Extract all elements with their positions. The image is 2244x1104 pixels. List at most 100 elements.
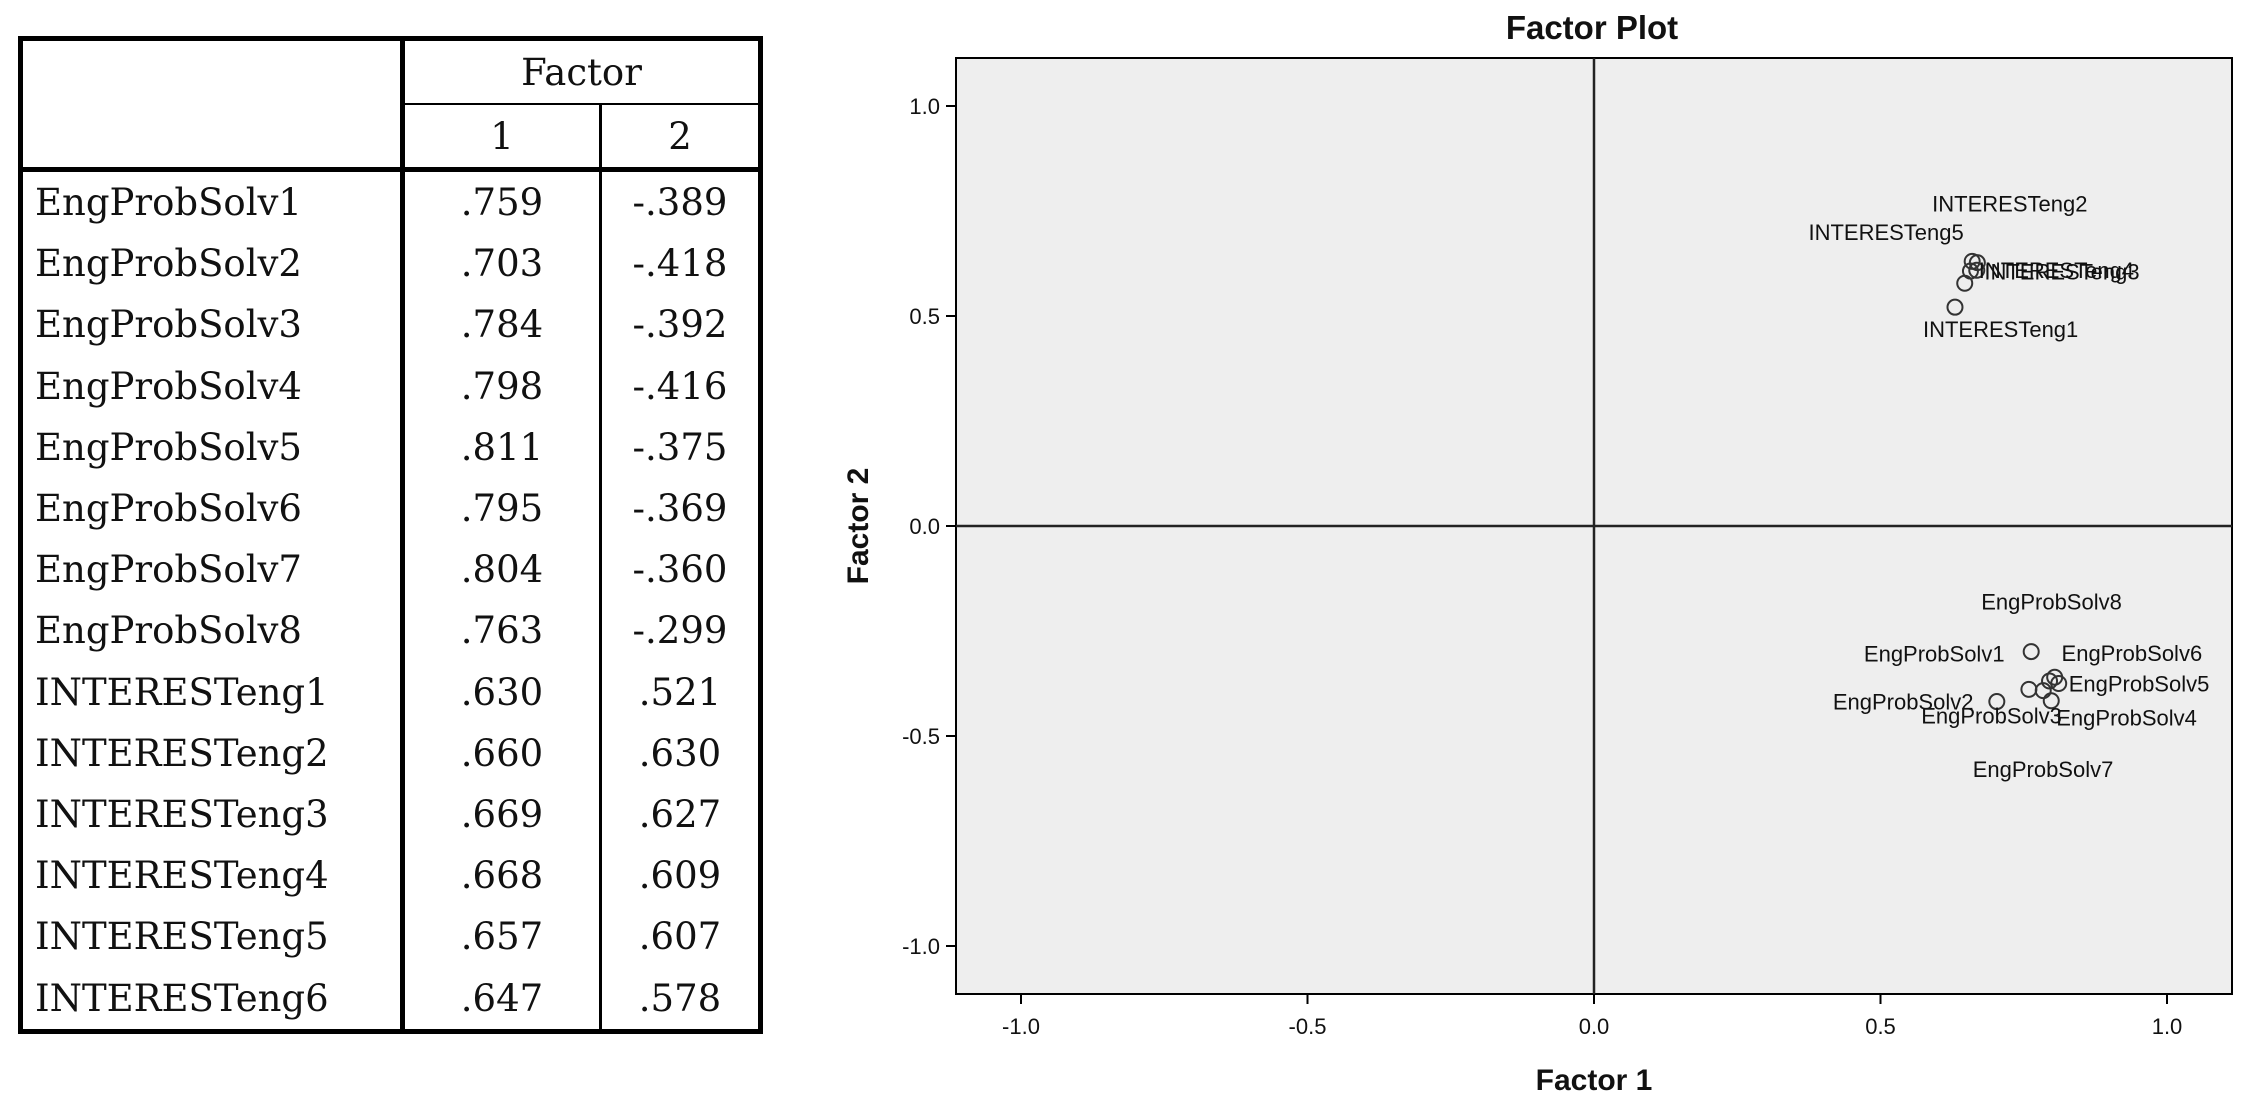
- factor-1-value: .811: [400, 416, 601, 478]
- point-label: INTERESTeng4: [1979, 258, 2134, 283]
- point-label: INTERESTeng3: [1984, 260, 2139, 285]
- factor-2-value: -.299: [599, 600, 761, 662]
- table-row: EngProbSolv2 .703 -.418: [21, 233, 761, 295]
- table-row: EngProbSolv6 .795 -.369: [21, 477, 761, 540]
- row-name-cell: INTERESTeng4: [35, 854, 329, 898]
- point-label: INTERESTeng2: [1932, 191, 2087, 216]
- factor-2-value: -.369: [599, 477, 761, 540]
- y-tick-label: -0.5: [902, 724, 940, 749]
- chart-title: Factor Plot: [1506, 9, 1678, 46]
- scatter-points: [1946, 252, 2068, 711]
- factor-1-header: 1: [400, 104, 601, 172]
- point-label: EngProbSolv7: [1973, 757, 2114, 782]
- row-name-cell: INTERESTeng2: [35, 731, 329, 775]
- table-body: EngProbSolv1.759 -.389 EngProbSolv2.703 -.4…: [21, 169, 761, 1032]
- point-label: EngProbSolv8: [1981, 590, 2122, 615]
- factor-1-value: .703: [400, 233, 601, 295]
- table-row: EngProbSolv1 .759 -.389: [21, 169, 761, 234]
- row-name-cell: EngProbSolv8: [35, 609, 302, 653]
- x-tick-label: 0.5: [1865, 1014, 1896, 1039]
- scatter-point: [2041, 672, 2059, 690]
- row-name-cell: EngProbSolv3: [35, 303, 302, 347]
- x-tick-label: 0.0: [1579, 1014, 1610, 1039]
- factor-2-value: .627: [599, 783, 761, 846]
- row-name-cell: EngProbSolv2: [35, 242, 302, 286]
- factor-2-value: .630: [599, 722, 761, 784]
- x-axis-title: Factor 1: [1536, 1064, 1653, 1097]
- factor-1-value: .657: [400, 906, 601, 968]
- factor-1-value: .668: [400, 845, 601, 907]
- y-tick-label: 0.5: [909, 304, 940, 329]
- table-row: EngProbSolv3 .784 -.392: [21, 294, 761, 356]
- table-row: INTERESTeng6 .647.578: [21, 967, 761, 1032]
- point-label: INTERESTeng1: [1923, 317, 2078, 342]
- row-name-cell: EngProbSolv1: [35, 181, 302, 225]
- row-name-cell: INTERESTeng6: [35, 976, 329, 1020]
- y-tick-label: 0.0: [909, 514, 940, 539]
- table-row: EngProbSolv7 .804 -.360: [21, 539, 761, 601]
- factor-1-value: .759: [400, 169, 601, 234]
- factor-matrix-table: Factor 1 2 EngProbSolv1.759 -.389 EngProbS…: [18, 36, 763, 1034]
- x-tick-label: -1.0: [1002, 1014, 1040, 1039]
- table-row: INTERESTeng4 .668.609: [21, 845, 761, 907]
- y-tick-label: 1.0: [909, 94, 940, 119]
- factor-1-value: .798: [400, 355, 601, 417]
- point-label: EngProbSolv2: [1833, 690, 1974, 715]
- y-tick-label: -1.0: [902, 934, 940, 959]
- scatter-point: [1956, 274, 1974, 292]
- factor-2-value: -.416: [599, 355, 761, 417]
- table-row: INTERESTeng2 .660.630: [21, 722, 761, 784]
- row-name-cell: EngProbSolv5: [35, 425, 302, 469]
- point-label: EngProbSolv6: [2062, 641, 2203, 666]
- table-row: EngProbSolv4 .798 -.416: [21, 355, 761, 417]
- point-label: EngProbSolv4: [2056, 706, 2197, 731]
- scatter-point: [1968, 261, 1986, 279]
- scatter-point: [2042, 692, 2060, 710]
- zero-lines: [956, 58, 2232, 994]
- factor-1-value: .660: [400, 722, 601, 784]
- x-tick-label: 1.0: [2152, 1014, 2183, 1039]
- factor-2-value: .578: [599, 967, 761, 1032]
- scatter-point: [1988, 693, 2006, 711]
- factor-1-value: .784: [400, 294, 601, 356]
- row-name-cell: EngProbSolv6: [35, 487, 302, 531]
- x-tick-label: -0.5: [1289, 1014, 1327, 1039]
- factor-1-value: .795: [400, 477, 601, 540]
- factor-2-value: -.389: [599, 169, 761, 234]
- point-label: EngProbSolv5: [2069, 672, 2210, 697]
- scatter-point-labels: EngProbSolv1EngProbSolv2EngProbSolv3EngP…: [1808, 191, 2209, 782]
- point-label: INTERESTeng5: [1808, 220, 1963, 245]
- factor-2-value: -.375: [599, 416, 761, 478]
- factor-2-value: .609: [599, 845, 761, 907]
- x-axis-ticks: -1.0 -0.5 0.0 0.5 1.0: [1002, 994, 2182, 1039]
- factor-group-header: Factor: [400, 38, 761, 105]
- scatter-point: [1946, 298, 1964, 316]
- factor-1-value: .763: [400, 600, 601, 662]
- table-corner-cell: [20, 38, 403, 172]
- factor-2-value: -.392: [599, 294, 761, 356]
- factor-2-value: -.360: [599, 539, 761, 601]
- factor-1-value: .630: [400, 661, 601, 723]
- row-name-cell: EngProbSolv4: [35, 364, 302, 408]
- table-row: INTERESTeng1 .630.521: [21, 661, 761, 723]
- factor-2-value: -.418: [599, 233, 761, 295]
- table-row: INTERESTeng5 .657.607: [21, 906, 761, 968]
- y-axis-ticks: 1.0 0.5 0.0 -0.5 -1.0: [902, 94, 956, 959]
- y-axis-title: Factor 2: [842, 468, 875, 585]
- row-name-cell: INTERESTeng3: [35, 792, 329, 836]
- scatter-point: [2022, 643, 2040, 661]
- table-row: EngProbSolv8 .763 -.299: [21, 600, 761, 662]
- point-label: EngProbSolv3: [1921, 704, 2062, 729]
- factor-2-value: .521: [599, 661, 761, 723]
- factor-1-value: .647: [400, 967, 601, 1032]
- row-name-cell: INTERESTeng5: [35, 915, 329, 959]
- point-label: EngProbSolv1: [1864, 641, 2005, 666]
- table-row: INTERESTeng3 .669.627: [21, 783, 761, 846]
- factor-2-value: .607: [599, 906, 761, 968]
- row-name-cell: EngProbSolv7: [35, 548, 302, 592]
- table-row: EngProbSolv5 .811 -.375: [21, 416, 761, 478]
- row-name-cell: INTERESTeng1: [35, 670, 329, 714]
- factor-1-value: .669: [400, 783, 601, 846]
- factor-1-value: .804: [400, 539, 601, 601]
